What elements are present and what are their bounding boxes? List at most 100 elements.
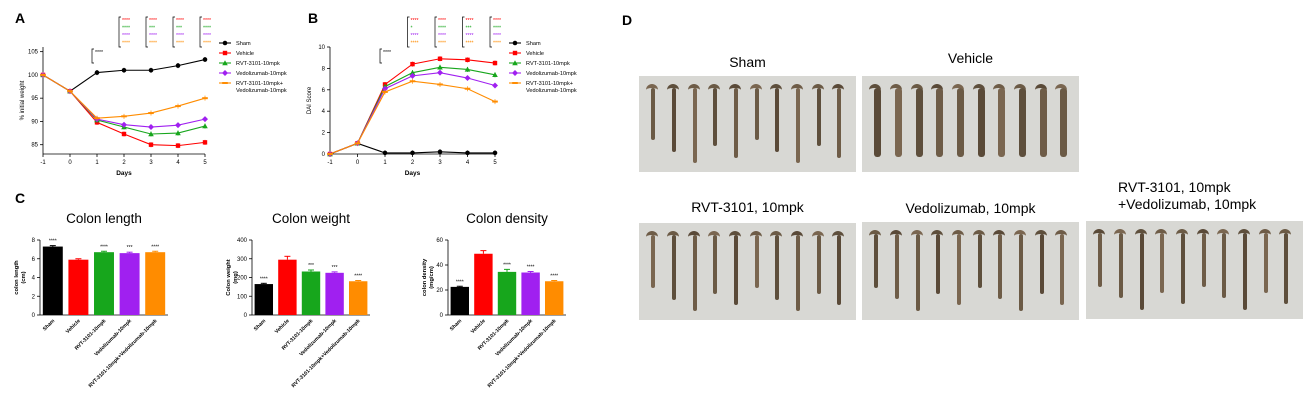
colon-specimen [1019,87,1027,157]
colon-specimen [874,87,882,157]
chart-b-y-axis-title: DAI Score [307,86,313,114]
chart-a-sig-bracket [91,48,94,64]
chart-a-sig-label: *** [149,26,155,32]
chart-b-sig-label: **** [411,18,419,24]
chart-b-data-point [382,150,388,156]
colon-cecum [890,83,903,94]
chart-b-data-point [409,80,416,83]
chart-c3-y-tick-label: 20 [436,288,443,294]
colon-specimen [1160,232,1165,293]
chart-b-sig-label: * [411,26,413,32]
colon-specimen [672,87,677,152]
chart-c2-sig-label: **** [260,276,268,282]
colon-cecum [667,83,680,94]
chart-b-data-point [492,100,498,103]
colon-photo-1 [639,76,856,172]
colon-cecum [749,230,762,241]
chart-a-sig-label: **** [203,41,211,47]
colon-cecum [811,230,824,241]
chart-b-series-line [329,72,496,155]
chart-a-data-point [121,115,127,118]
colon-specimen [1098,232,1103,287]
colon-specimen [692,234,697,312]
colon-specimen [816,87,821,147]
colon-specimen [1263,232,1268,293]
photo-label-2: Vehicle [947,50,994,66]
colon-cecum [993,83,1006,94]
chart-b-x-tick-label: 0 [356,160,360,166]
chart-b-legend-marker [512,40,518,46]
chart-a-data-point [202,57,208,62]
chart-a-x-tick-label: 4 [176,160,180,166]
colon-specimen [895,87,903,157]
chart-c1-title: Colon length [66,211,142,226]
colon-cecum [749,83,762,94]
colon-specimen [796,234,801,312]
colon-specimen [977,233,982,288]
colon-cecum [1196,228,1209,239]
chart-a-data-point [202,97,208,100]
chart-c2-sig-label: **** [354,274,362,280]
chart-c2-sig-label: *** [332,265,338,271]
chart-b-data-point [409,72,416,79]
photo-label-1: Sham [729,54,766,70]
chart-b-data-point [437,69,443,76]
colon-cecum [1238,228,1251,239]
colon-cecum [1014,229,1027,240]
chart-b-data-point [410,61,415,67]
chart-b-sig-label: **** [466,18,474,24]
chart-b-legend-label: Vedolizumab-10mpk [526,71,577,77]
chart-c2-y-tick-label: 300 [237,257,248,263]
colon-cecum [770,83,783,94]
chart-a-data-point [121,121,127,128]
colon-cecum [646,83,659,94]
chart-c3-sig-label: **** [503,262,511,268]
chart-c3-y-tick-label: 40 [436,263,443,269]
colon-specimen [651,234,656,288]
chart-a-sig-bracket [199,16,202,48]
chart-a-data-point [175,130,181,136]
colon-photo-3 [639,223,856,320]
chart-a-x-tick-label: 2 [122,160,126,166]
chart-b-legend-label: RVT-3101-10mpk+ Vedolizumab-10mpk [526,81,577,94]
chart-c1-y-tick-label: 8 [32,238,36,244]
colon-cecum [869,229,882,240]
colon-specimen [998,233,1003,300]
chart-a-data-point [94,117,100,120]
chart-a-sig-label: **** [95,50,103,56]
colon-specimen [957,87,965,157]
colon-specimen [1119,232,1124,299]
colon-cecum [1034,83,1047,94]
chart-a-sig-label: **** [149,33,157,39]
chart-a-sig-label: **** [149,41,157,47]
chart-b-legend-label: Sham [526,41,541,47]
chart-c1-bar [68,259,89,315]
chart-a-y-tick-label: 95 [31,96,38,102]
panel-letter-b: B [308,10,319,26]
colon-cecum [687,230,700,241]
chart-b-data-point [465,57,470,63]
chart-b-x-tick-label: 5 [493,160,497,166]
colon-cecum [729,230,742,241]
chart-c1-bar [42,246,63,315]
chart-a-sig-label: **** [203,33,211,39]
chart-a-data-point [40,73,46,76]
chart-b-y-tick-label: 8 [322,66,326,72]
colon-cecum [972,83,985,94]
colon-cecum [1258,228,1271,239]
chart-c1-sig-label: **** [100,244,108,250]
chart-b-sig-label: **** [383,50,391,56]
chart-a-data-point [94,70,100,75]
chart-c3-y-tick-label: 0 [440,313,444,319]
chart-b-data-point [354,142,361,145]
chart-a-sig-bracket [172,16,175,48]
colon-specimen [1019,233,1024,312]
chart-c1-bar [119,253,140,315]
chart-c2-y-tick-label: 0 [244,313,248,319]
colon-specimen [1060,233,1065,306]
chart-a-data-point [121,131,127,137]
chart-a-data-point [202,140,208,145]
chart-a-data-point [148,67,154,73]
colon-specimen [713,87,718,147]
colon-specimen [1201,232,1206,287]
